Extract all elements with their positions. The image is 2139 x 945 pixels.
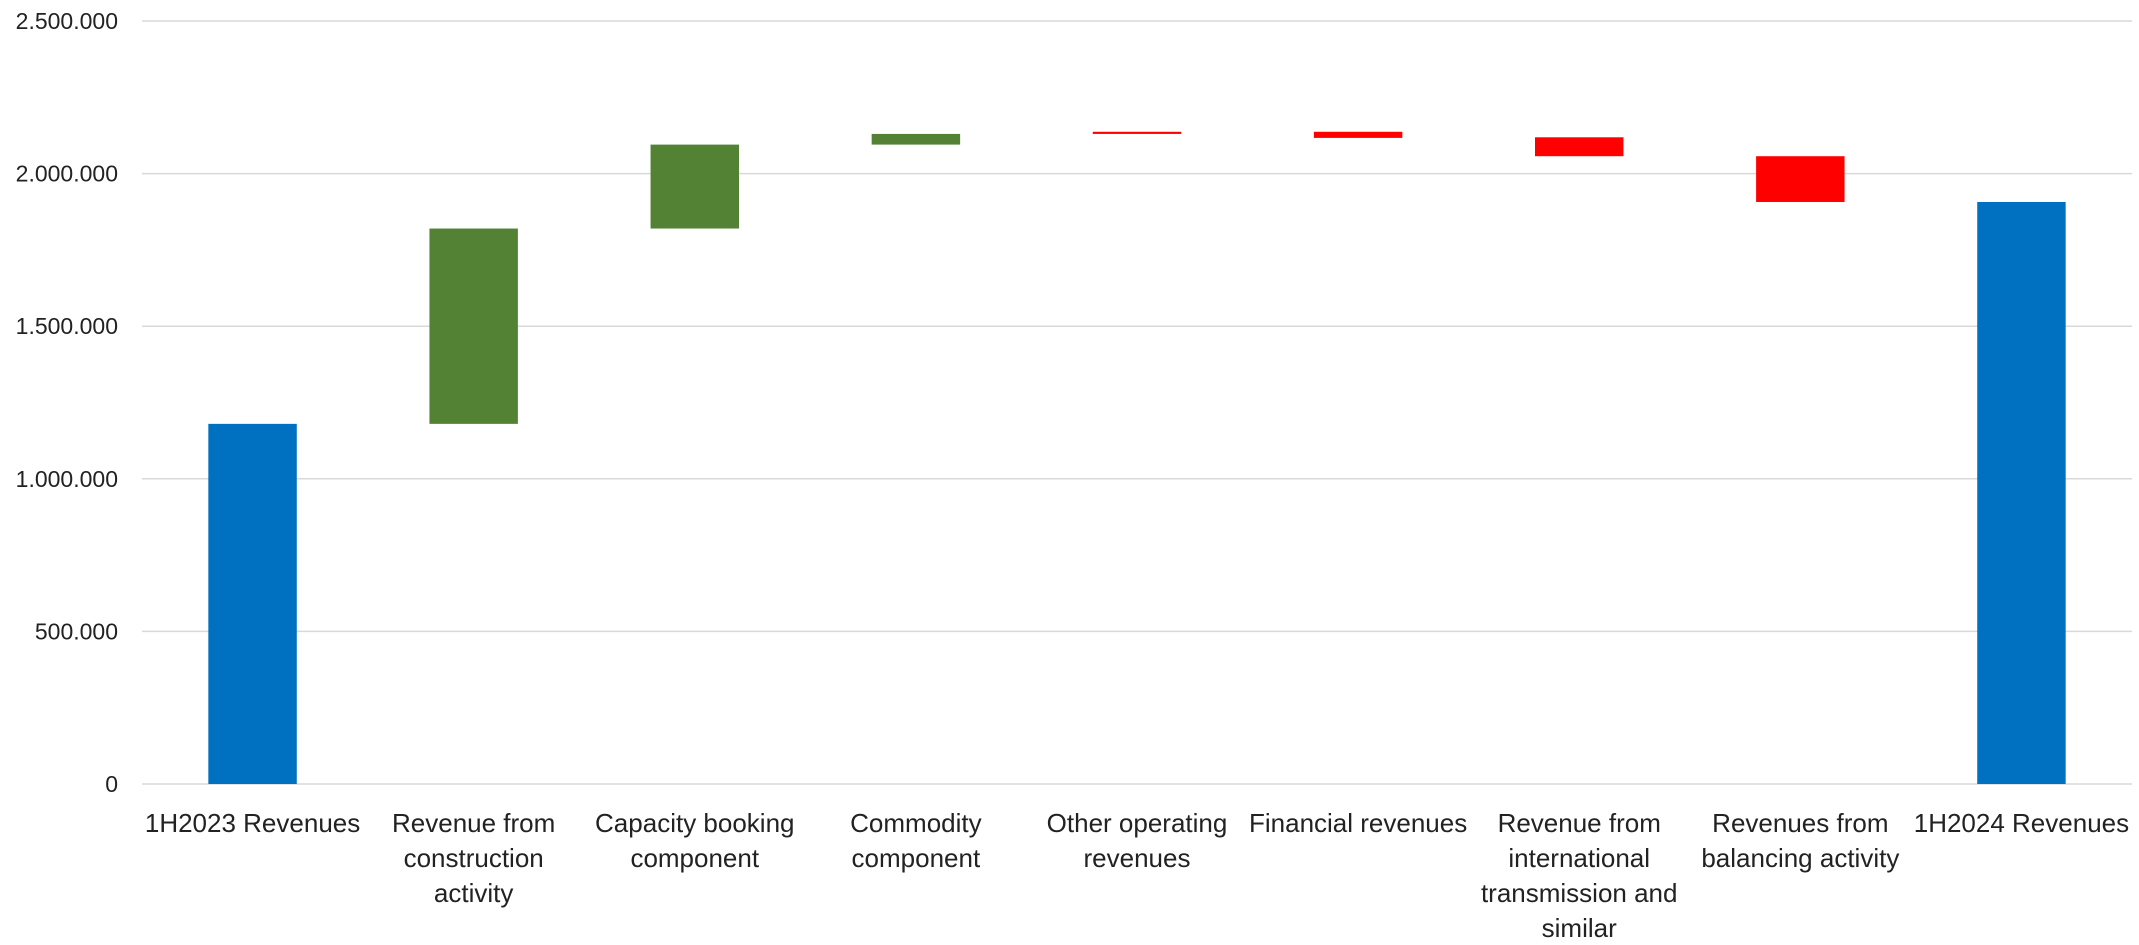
bar-decrease <box>1313 131 1403 138</box>
category-label-line: component <box>852 843 981 873</box>
category-label-line: activity <box>434 878 513 908</box>
y-tick-label: 1.500.000 <box>16 313 118 339</box>
category-label-line: revenues <box>1084 843 1191 873</box>
category-label-line: Revenue from <box>392 808 555 838</box>
bars <box>208 131 2066 785</box>
category-label-line: international <box>1508 843 1650 873</box>
category-label-line: Financial revenues <box>1249 808 1467 838</box>
category-label: Other operating revenues <box>1047 808 1228 873</box>
category-label-line: Commodity <box>850 808 981 838</box>
category-label: 1H2024 Revenues <box>1914 808 2129 838</box>
y-tick-label: 1.000.000 <box>16 466 118 492</box>
category-label: Commodity component <box>850 808 981 873</box>
y-tick-label: 0 <box>105 771 118 797</box>
category-label-line: 1H2024 Revenues <box>1914 808 2129 838</box>
category-label-line: transmission and <box>1481 878 1678 908</box>
category-label: 1H2023 Revenues <box>145 808 360 838</box>
category-label-line: construction <box>404 843 544 873</box>
y-tick-label: 2.000.000 <box>16 161 118 187</box>
bar-total <box>208 423 297 784</box>
category-label-line: Revenues from <box>1712 808 1888 838</box>
category-label-line: 1H2023 Revenues <box>145 808 360 838</box>
bar-increase <box>650 144 739 229</box>
category-label-line: similar <box>1542 913 1617 943</box>
y-tick-label: 2.500.000 <box>16 8 118 34</box>
category-label: Revenue from international transmission an… <box>1481 808 1678 943</box>
bar-increase <box>429 228 518 424</box>
category-label-line: balancing activity <box>1701 843 1899 873</box>
y-tick-label: 500.000 <box>35 618 118 644</box>
category-label: Revenues from balancing activity <box>1701 808 1899 873</box>
category-label: Revenue from construction activity <box>392 808 555 908</box>
category-label: Capacity booking component <box>595 808 794 873</box>
category-label-line: component <box>630 843 759 873</box>
x-axis-category-labels: 1H2023 Revenues Revenue from construction a… <box>145 808 2129 943</box>
category-label-line: Revenue from <box>1498 808 1661 838</box>
category-label-line: Capacity booking <box>595 808 794 838</box>
category-label: Financial revenues <box>1249 808 1467 838</box>
bar-increase <box>871 133 961 145</box>
bar-decrease <box>1535 137 1624 157</box>
category-label-line: Other operating <box>1047 808 1228 838</box>
bar-total <box>1977 201 2066 785</box>
bar-decrease <box>1756 156 1845 202</box>
y-axis-tick-labels: 0 500.000 1.000.000 1.500.000 2.000.000 2.500… <box>16 8 118 797</box>
bar-decrease <box>1092 131 1182 134</box>
